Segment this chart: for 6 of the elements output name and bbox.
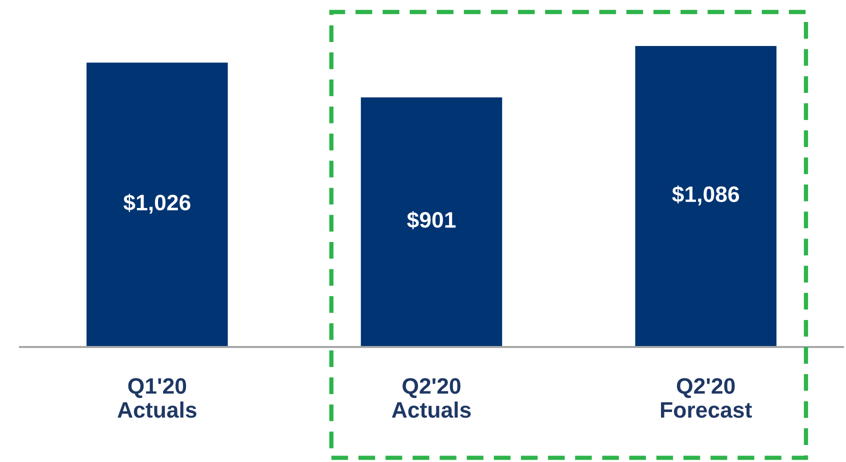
data-label: $1,086: [672, 185, 740, 206]
data-label: $1,026: [123, 194, 190, 214]
x-tick-label: Q1'20 Actuals: [118, 378, 196, 418]
data-label: $901: [407, 211, 456, 230]
x-tick-label: Q2'20 Actuals: [392, 378, 471, 418]
x-tick-label: Q2'20 Forecast: [661, 378, 752, 418]
